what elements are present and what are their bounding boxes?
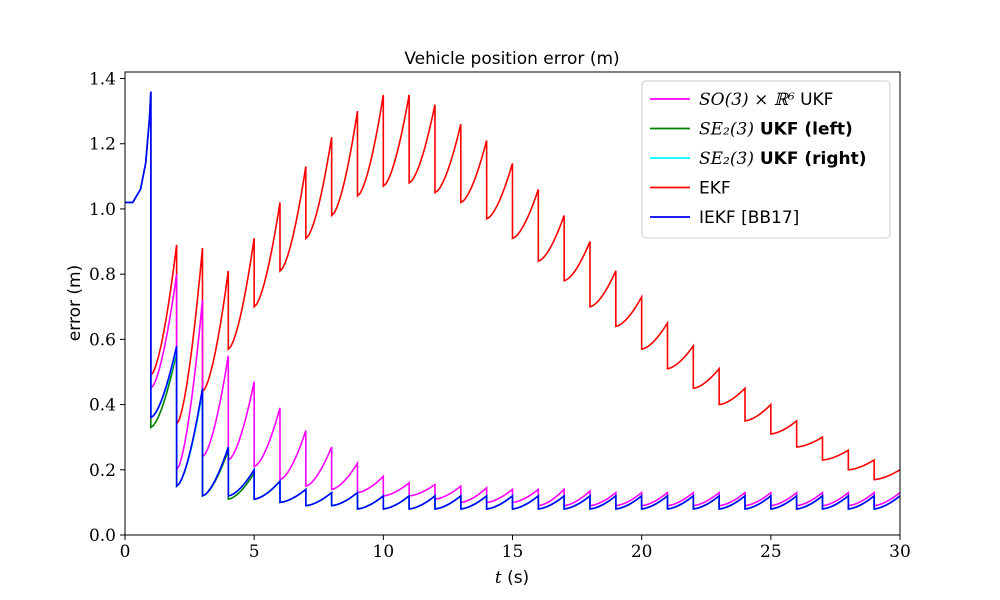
y-tick-label: 1.4: [89, 70, 116, 90]
x-tick-label: 30: [889, 542, 911, 562]
y-tick-label: 1.2: [89, 135, 116, 155]
legend-math: SE₂(3): [699, 120, 754, 140]
legend-entry: SE₂(3) UKF (left): [699, 120, 853, 140]
y-tick-label: 1.0: [89, 200, 116, 220]
series-line-4: [125, 91, 901, 510]
legend-label: UKF: [795, 90, 834, 110]
legend-entry: SO(3) × ℝ⁶ UKF: [699, 90, 833, 110]
x-tick-label: 20: [631, 542, 653, 562]
y-tick-label: 0.6: [89, 330, 116, 350]
y-tick-label: 0.8: [89, 265, 116, 285]
legend-math: SO(3) × ℝ⁶: [699, 90, 795, 110]
x-tick-label: 15: [502, 542, 524, 562]
legend-entry: EKF: [699, 179, 731, 199]
x-tick-label: 10: [373, 542, 395, 562]
y-axis: 0.0 0.2 0.4 0.6 0.8 1.0 1.2 1.4: [89, 70, 125, 546]
series-line-3: [125, 91, 901, 481]
x-tick-label: 0: [120, 542, 131, 562]
legend-entry: IEKF [BB17]: [699, 208, 799, 228]
legend-label: UKF (right): [754, 149, 867, 169]
x-axis-label-unit: (s): [507, 568, 529, 588]
chart-title: Vehicle position error (m): [404, 49, 619, 69]
x-tick-label: 5: [249, 542, 260, 562]
y-tick-label: 0.4: [89, 396, 116, 416]
x-tick-label: 25: [760, 542, 782, 562]
legend-label: EKF: [699, 179, 731, 199]
legend-entry: SE₂(3) UKF (right): [699, 149, 867, 169]
y-tick-label: 0.0: [89, 526, 116, 546]
legend-label: IEKF [BB17]: [699, 208, 799, 228]
legend-label: UKF (left): [754, 120, 853, 140]
plot-lines: [125, 91, 901, 510]
x-axis-label-variable: t: [495, 568, 502, 588]
y-axis-label: error (m): [65, 265, 85, 341]
legend-box: [641, 80, 891, 239]
y-tick-label: 0.2: [89, 461, 116, 481]
legend-math: SE₂(3): [699, 149, 754, 169]
x-axis-label: t (s): [495, 568, 529, 588]
x-axis: 0 5 10 15 20 25 30: [120, 535, 911, 562]
